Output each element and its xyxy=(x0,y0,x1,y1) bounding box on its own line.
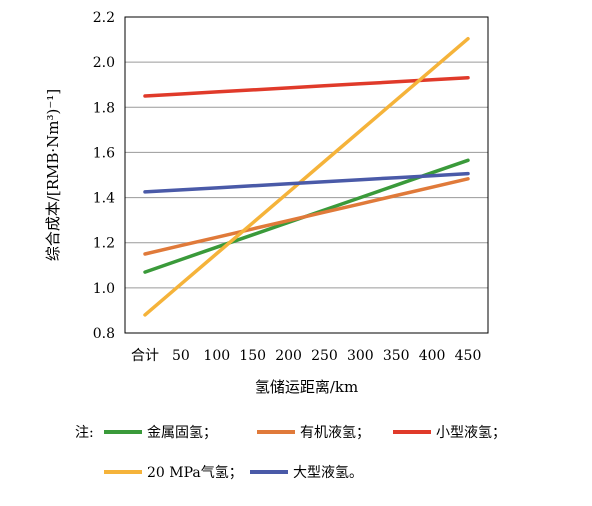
y-tick-label: 1.2 xyxy=(93,236,115,252)
x-tick-label: 400 xyxy=(419,348,446,364)
x-tick-labels: 合计 50 100 150 200 250 300 350 400 450 xyxy=(131,348,481,364)
y-tick-label: 1.6 xyxy=(93,145,115,161)
y-tick-labels: 0.8 1.0 1.2 1.4 1.6 1.8 2.0 2.2 xyxy=(93,10,115,342)
y-tick-label: 1.8 xyxy=(93,100,115,116)
legend-prefix: 注: xyxy=(75,425,94,441)
x-tick-label: 100 xyxy=(203,348,230,364)
series-line-4 xyxy=(143,36,470,317)
x-tick-label: 150 xyxy=(239,348,266,364)
y-tick-label: 0.8 xyxy=(93,326,115,342)
x-tick-label: 450 xyxy=(455,348,482,364)
x-tick-label: 300 xyxy=(347,348,374,364)
grid-lines xyxy=(125,16,488,334)
legend-label-4: 20 MPa气氢； xyxy=(147,465,243,481)
y-tick-label: 1.0 xyxy=(93,281,115,297)
legend-label-3: 小型液氢； xyxy=(436,425,506,441)
series-line-2 xyxy=(143,177,470,256)
legend: 注: 金属固氢； 有机液氢； 小型液氢； 20 MPa气氢； 大型液氢。 xyxy=(75,425,506,481)
legend-label-5: 大型液氢。 xyxy=(293,465,363,481)
legend-label-1: 金属固氢； xyxy=(147,425,217,441)
series-line-3 xyxy=(143,75,470,98)
y-tick-label: 1.4 xyxy=(93,191,115,207)
x-tick-label: 200 xyxy=(275,348,302,364)
y-tick-label: 2.0 xyxy=(93,55,115,71)
plot-frame xyxy=(124,16,489,334)
x-tick-label: 50 xyxy=(172,348,190,364)
x-tick-label: 350 xyxy=(383,348,410,364)
y-tick-label: 2.2 xyxy=(93,10,115,26)
y-axis-title: 综合成本/[RMB·Nm³)⁻¹] xyxy=(44,89,62,261)
legend-label-2: 有机液氢； xyxy=(300,425,370,441)
x-tick-label: 250 xyxy=(311,348,338,364)
x-tick-label: 合计 xyxy=(131,348,159,364)
x-axis-title: 氢储运距离/km xyxy=(255,378,358,396)
series-layer xyxy=(143,36,470,317)
series-line-5 xyxy=(143,171,470,194)
